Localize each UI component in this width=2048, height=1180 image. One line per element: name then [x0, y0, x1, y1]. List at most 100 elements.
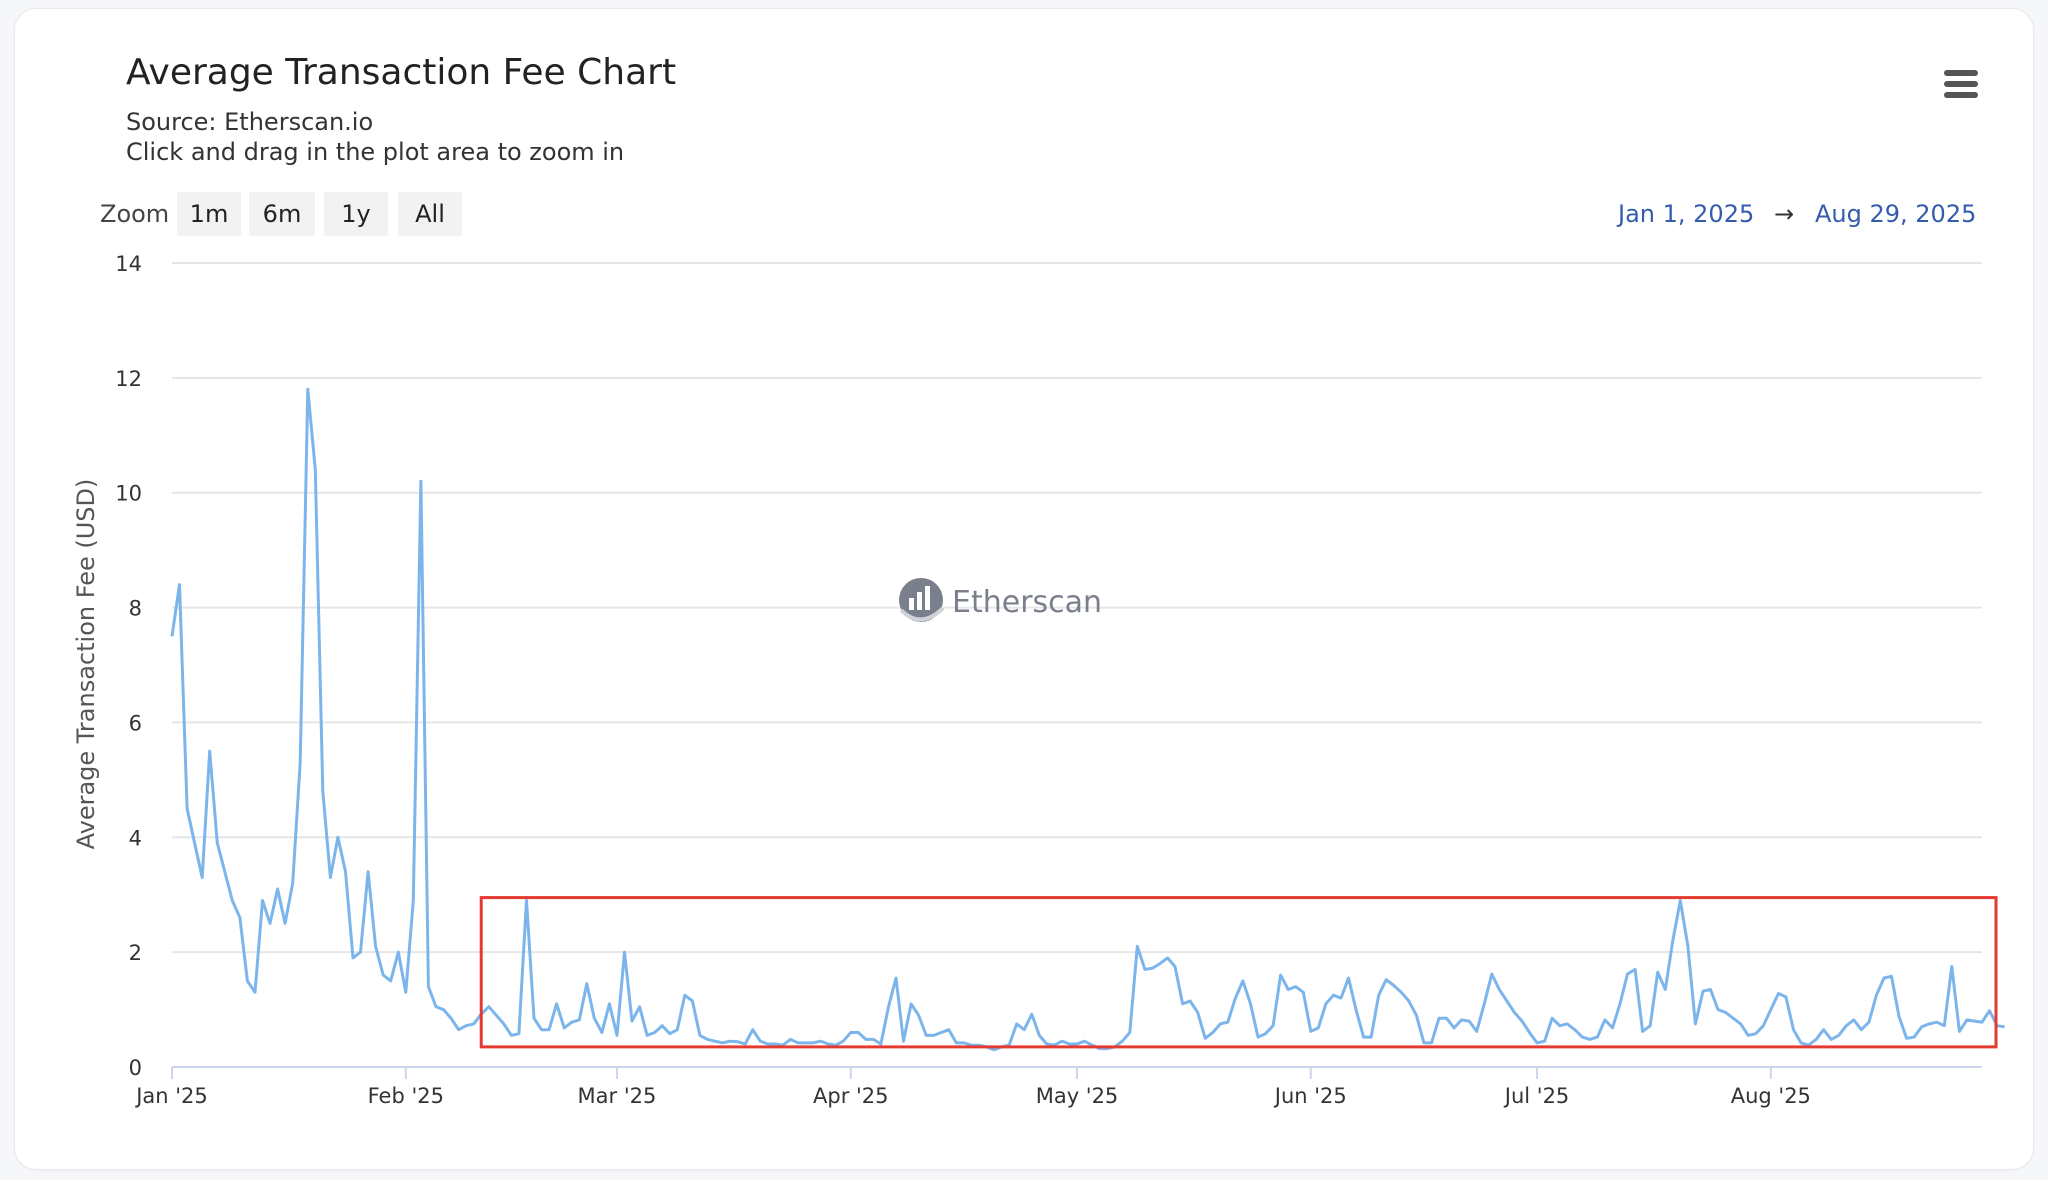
data-point [939, 1031, 943, 1035]
data-point [1414, 1013, 1418, 1017]
x-tick-label: Jan '25 [134, 1084, 208, 1108]
data-point [1603, 1018, 1607, 1022]
data-point [426, 985, 430, 989]
data-point [306, 387, 310, 391]
data-point [1150, 966, 1154, 970]
data-point [1588, 1037, 1592, 1041]
data-point [615, 1033, 619, 1037]
data-point [1233, 996, 1237, 1000]
data-point [1822, 1028, 1826, 1032]
chart-hint: Click and drag in the plot area to zoom … [126, 138, 625, 166]
data-point [909, 1002, 913, 1006]
data-point [653, 1031, 657, 1035]
data-point [230, 899, 234, 903]
y-tick-label: 2 [129, 941, 142, 965]
data-point [1022, 1028, 1026, 1032]
data-point [713, 1039, 717, 1043]
zoom-6m-button[interactable]: 6m [249, 192, 315, 236]
data-point [1565, 1022, 1569, 1026]
data-point [1799, 1041, 1803, 1045]
grid [172, 262, 1982, 954]
data-point [200, 876, 204, 880]
data-point [1920, 1025, 1924, 1029]
data-point [1618, 1002, 1622, 1006]
data-point [1128, 1031, 1132, 1035]
data-point [411, 899, 415, 903]
y-tick-label: 12 [115, 367, 142, 391]
data-point [419, 479, 423, 483]
data-point [1663, 988, 1667, 992]
data-point [1143, 967, 1147, 971]
data-point [245, 979, 249, 983]
data-point [1324, 1002, 1328, 1006]
data-point [1844, 1024, 1848, 1028]
data-point [600, 1031, 604, 1035]
data-point [1173, 965, 1177, 969]
x-tick-label: Jul '25 [1503, 1084, 1570, 1108]
range-from-input[interactable]: Jan 1, 2025 [1618, 200, 1755, 228]
data-point [1543, 1039, 1547, 1043]
zoom-1m-button[interactable]: 1m [177, 192, 241, 236]
watermark: Etherscan [899, 578, 1102, 622]
data-point [819, 1039, 823, 1043]
data-point [849, 1031, 853, 1035]
data-point [1641, 1029, 1645, 1033]
data-point [706, 1037, 710, 1041]
data-point [1686, 944, 1690, 948]
data-point [1196, 1010, 1200, 1014]
data-point [396, 950, 400, 954]
data-point [509, 1033, 513, 1037]
data-point [1890, 974, 1894, 978]
x-tick-label: May '25 [1036, 1084, 1119, 1108]
data-point [1784, 995, 1788, 999]
data-point [1935, 1020, 1939, 1024]
data-point [215, 841, 219, 845]
data-point [1957, 1029, 1961, 1033]
range-arrow: → [1774, 200, 1795, 228]
data-point [683, 993, 687, 997]
data-point [1430, 1041, 1434, 1045]
zoom-1y-button[interactable]: 1y [324, 192, 388, 236]
data-point [607, 1002, 611, 1006]
etherscan-logo-icon [899, 578, 945, 622]
data-point [788, 1037, 792, 1041]
data-point [1294, 985, 1298, 989]
data-point [178, 583, 182, 587]
data-point [675, 1028, 679, 1032]
data-point [1135, 944, 1139, 948]
data-point [1256, 1035, 1260, 1039]
data-point [1120, 1039, 1124, 1043]
data-point [223, 870, 227, 874]
data-point [532, 1016, 536, 1020]
data-point [1973, 1019, 1977, 1023]
data-point [1422, 1041, 1426, 1045]
data-point [1837, 1033, 1841, 1037]
data-point [1512, 1010, 1516, 1014]
data-point [1656, 970, 1660, 974]
data-point [1188, 999, 1192, 1003]
data-point [185, 807, 189, 811]
data-point [1882, 976, 1886, 980]
data-point [457, 1028, 461, 1032]
data-point [1369, 1035, 1373, 1039]
x-tick-label: Apr '25 [813, 1084, 889, 1108]
data-point [1988, 1009, 1992, 1013]
hamburger-menu-icon[interactable] [1940, 66, 1984, 106]
y-tick-label: 4 [129, 826, 142, 850]
data-point [374, 944, 378, 948]
data-point [381, 973, 385, 977]
series-line[interactable] [170, 387, 2005, 1052]
data-point [328, 876, 332, 880]
data-point [1776, 992, 1780, 996]
data-point [1015, 1022, 1019, 1026]
data-point [1347, 976, 1351, 980]
range-to-input[interactable]: Aug 29, 2025 [1815, 200, 1977, 228]
data-point [947, 1028, 951, 1032]
data-point [344, 870, 348, 874]
y-axis: 0 2 4 6 8 10 12 14 [115, 252, 142, 1080]
data-point [1399, 990, 1403, 994]
data-point [917, 1013, 921, 1017]
zoom-all-button[interactable]: All [398, 192, 462, 236]
data-point [1460, 1018, 1464, 1022]
